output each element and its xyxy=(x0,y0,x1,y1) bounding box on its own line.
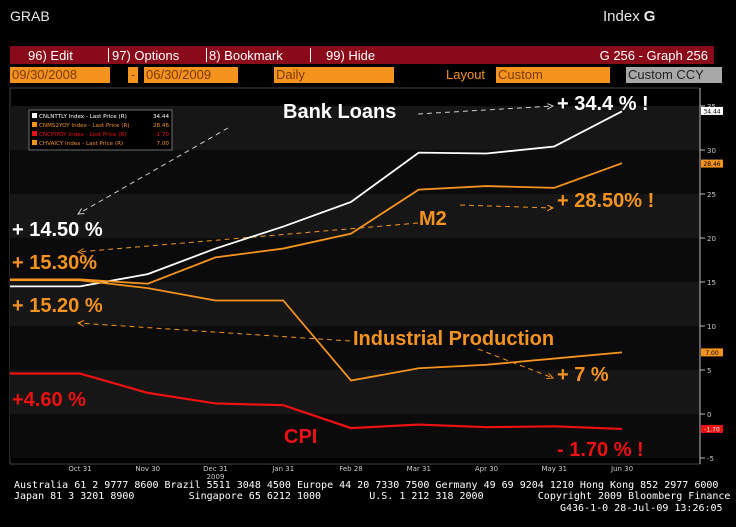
cpi-end-label: - 1.70 % ! xyxy=(557,439,644,461)
x-tick-label: Feb 28 xyxy=(339,465,363,473)
index-text: Index xyxy=(603,8,640,25)
legend: CNLNTTLY Index - Last Price (R) 34.44 CNMS… xyxy=(28,109,173,151)
x-sub-label: 2009 xyxy=(207,473,225,480)
last-value-tag: 34.44 xyxy=(703,108,720,115)
y-tick-label: -5 xyxy=(707,455,714,463)
currency-select[interactable]: Custom CCY xyxy=(626,67,722,83)
period-select[interactable]: Daily xyxy=(274,67,394,83)
layout-select[interactable]: Custom xyxy=(496,67,610,83)
market-sector-label: Index G xyxy=(603,8,655,25)
y-tick-label: 25 xyxy=(707,191,716,199)
y-tick-label: 0 xyxy=(707,411,711,419)
y-tick-label: 15 xyxy=(707,279,716,287)
m2-start-label: + 15.30% xyxy=(12,252,98,274)
last-value-tag: -1.70 xyxy=(704,426,720,433)
end-date-field[interactable]: 06/30/2009 xyxy=(144,67,238,83)
cpi-start-label: +4.60 % xyxy=(12,389,86,411)
bank-loans-end-label: + 34.4 % ! xyxy=(557,93,649,115)
y-tick-label: 20 xyxy=(707,235,716,243)
last-value-tag: 7.00 xyxy=(705,350,719,357)
footer-line-2: Japan 81 3 3201 8900 Singapore 65 6212 1… xyxy=(14,490,736,502)
footer-contacts: Australia 61 2 9777 8600 Brazil 5511 304… xyxy=(14,480,736,502)
legend-last-value: 7.00 xyxy=(157,141,170,147)
index-key: G xyxy=(643,8,656,25)
bookmark-menu[interactable]: 8) Bookmark xyxy=(209,48,283,63)
x-tick-label: Apr 30 xyxy=(475,465,498,473)
layout-label: Layout xyxy=(446,67,486,82)
legend-entry: CNLNTTLY Index - Last Price (R) xyxy=(39,114,127,120)
m2-label: M2 xyxy=(419,208,447,230)
legend-entry: CHVAICY Index - Last Price (R) xyxy=(39,141,123,147)
bank-loans-start-label: + 14.50 % xyxy=(12,219,103,241)
last-value-tag: 28.46 xyxy=(703,161,720,168)
date-separator: - xyxy=(128,67,138,83)
industrial-production-label: Industrial Production xyxy=(353,328,555,350)
start-date-field[interactable]: 09/30/2008 xyxy=(10,67,110,83)
graph-id-label: G 256 - Graph 256 xyxy=(599,48,708,63)
footer-timestamp: G436-1-0 28-Jul-09 13:26:05 xyxy=(560,503,723,514)
bank-loans-label: Bank Loans xyxy=(283,101,397,123)
x-tick-label: Jun 30 xyxy=(610,465,633,473)
y-tick-label: 5 xyxy=(707,367,711,375)
y-tick-label: 30 xyxy=(707,147,716,155)
x-tick-label: Jan 31 xyxy=(271,465,294,473)
series-line-1 xyxy=(79,162,623,285)
x-tick-label: Dec 31 xyxy=(203,465,228,473)
footer-line-1: Australia 61 2 9777 8600 Brazil 5511 304… xyxy=(14,480,719,491)
x-tick-label: Nov 30 xyxy=(135,465,160,473)
series-line-0 xyxy=(79,110,623,288)
x-tick-label: Oct 31 xyxy=(68,465,91,473)
ip-end-label: + 7 % xyxy=(557,364,609,386)
legend-entry: CNCPIYOY Index - Last Price (R) xyxy=(39,132,127,138)
options-menu[interactable]: 97) Options xyxy=(112,48,180,63)
cpi-label: CPI xyxy=(284,426,318,448)
x-tick-label: May 31 xyxy=(541,465,567,473)
edit-menu[interactable]: 96) Edit xyxy=(28,48,73,63)
legend-entry: CNMS2YOY Index - Last Price (R) xyxy=(39,123,130,129)
series-line-2 xyxy=(79,372,623,431)
hide-menu[interactable]: 99) Hide xyxy=(326,48,376,63)
legend-last-value: -1.70 xyxy=(155,132,170,138)
x-tick-label: Mar 31 xyxy=(407,465,431,473)
legend-last-value: 34.44 xyxy=(153,114,169,120)
legend-last-value: 28.46 xyxy=(153,123,169,129)
menu-bar: 96) Edit 97) Options 8) Bookmark 99) Hid… xyxy=(10,46,714,64)
terminal-title: GRAB xyxy=(10,8,50,24)
ip-start-label: + 15.20 % xyxy=(12,295,103,317)
y-tick-label: 10 xyxy=(707,323,716,331)
series-line-3 xyxy=(79,279,623,382)
m2-end-label: + 28.50% ! xyxy=(557,190,655,212)
